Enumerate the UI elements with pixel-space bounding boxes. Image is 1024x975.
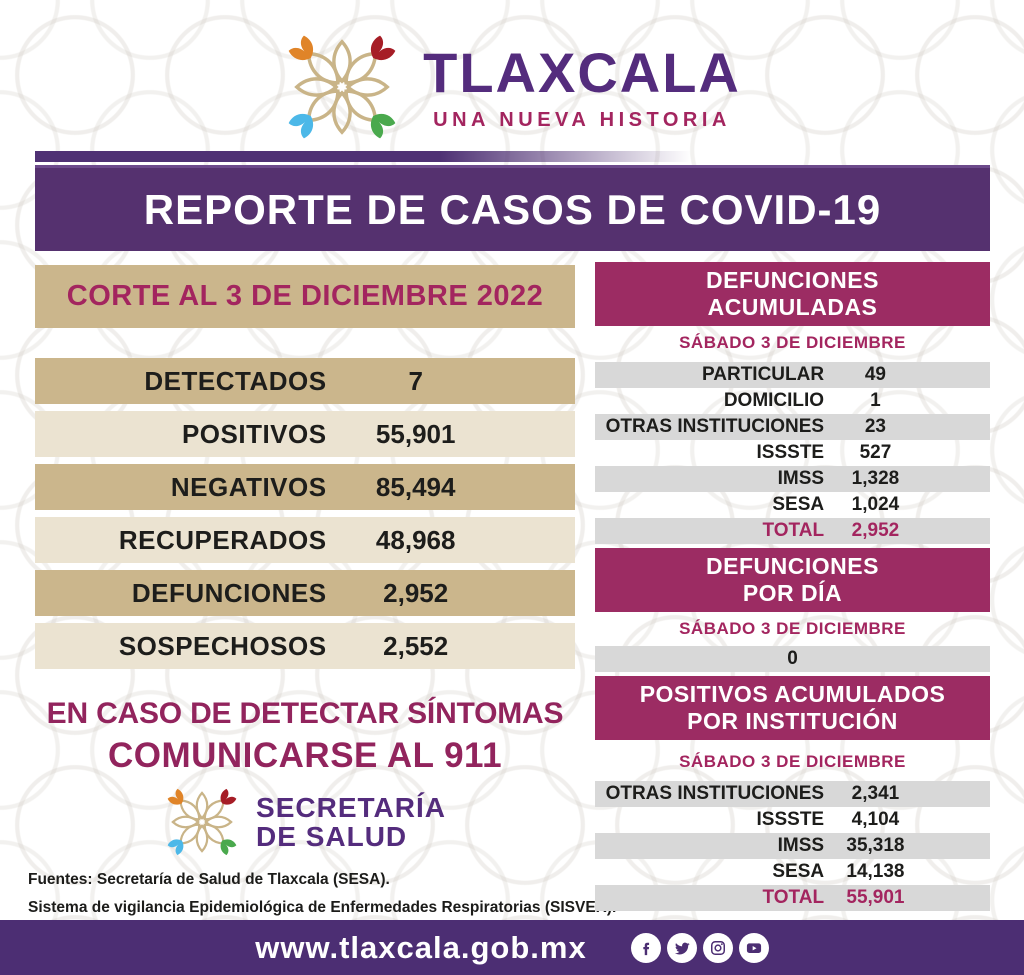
- header: TLAXCALA UNA NUEVA HISTORIA: [0, 28, 1024, 146]
- stat-label: RECUPERADOS: [118, 524, 327, 555]
- salud-flower-icon: [167, 788, 237, 856]
- table-total-row: TOTAL 55,901: [595, 885, 990, 911]
- section-header-positives-by-institution: POSITIVOS ACUMULADOS POR INSTITUCIÓN: [595, 676, 990, 740]
- table-row: SESA 14,138: [595, 859, 990, 885]
- health-dept-line1: SECRETARÍA: [256, 791, 446, 823]
- stat-label: DETECTADOS: [144, 365, 327, 396]
- total-label: TOTAL: [762, 520, 825, 541]
- row-label: ISSSTE: [756, 809, 825, 830]
- youtube-icon[interactable]: [738, 932, 769, 963]
- stat-label: POSITIVOS: [181, 418, 327, 449]
- section-date: SÁBADO 3 DE DICIEMBRE: [679, 752, 906, 771]
- row-label: ISSSTE: [756, 442, 825, 463]
- social-icons: [630, 932, 769, 963]
- row-value: 4,104: [851, 809, 900, 830]
- sources-line2: Sistema de vigilancia Epidemiológica de …: [28, 898, 617, 916]
- section-title-line2: POR INSTITUCIÓN: [687, 708, 898, 734]
- row-value: 35,318: [846, 835, 905, 856]
- row-value: 527: [859, 442, 892, 463]
- stat-row-defunciones: DEFUNCIONES 2,952: [35, 570, 575, 616]
- health-dept-line2: DE SALUD: [256, 821, 408, 852]
- symptoms-notice-line1: EN CASO DE DETECTAR SÍNTOMAS: [46, 697, 564, 730]
- row-value: 2,341: [851, 783, 900, 804]
- table-row: IMSS 35,318: [595, 833, 990, 859]
- stat-label: SOSPECHOSOS: [118, 630, 327, 661]
- website-url[interactable]: www.tlaxcala.gob.mx: [255, 929, 587, 965]
- cutoff-date-banner: CORTE AL 3 DE DICIEMBRE 2022: [35, 265, 575, 328]
- section-title-line1: POSITIVOS ACUMULADOS: [639, 680, 946, 707]
- stat-value: 48,968: [375, 524, 456, 555]
- total-label: TOTAL: [762, 887, 825, 908]
- report-title-banner: REPORTE DE CASOS DE COVID-19: [35, 165, 990, 251]
- row-label: IMSS: [777, 835, 825, 856]
- section-header-deaths-accumulated: DEFUNCIONES ACUMULADAS: [595, 262, 990, 326]
- sources-note: Fuentes: Secretaría de Salud de Tlaxcala…: [28, 866, 628, 922]
- stat-value: 2,952: [383, 577, 449, 608]
- section-date: SÁBADO 3 DE DICIEMBRE: [679, 333, 906, 352]
- section-title-line1: DEFUNCIONES: [706, 552, 879, 579]
- section-title-line2: ACUMULADAS: [707, 294, 878, 320]
- report-title: REPORTE DE CASOS DE COVID-19: [143, 185, 882, 233]
- stat-row-sospechosos: SOSPECHOSOS 2,552: [35, 623, 575, 669]
- row-label: DOMICILIO: [723, 390, 825, 411]
- row-label: IMSS: [777, 468, 825, 489]
- stat-value: 7: [408, 365, 423, 396]
- facebook-icon[interactable]: [630, 932, 661, 963]
- footer-bar: www.tlaxcala.gob.mx: [0, 920, 1024, 975]
- row-value: 1: [870, 390, 881, 411]
- section-title-line1: DEFUNCIONES: [706, 266, 879, 293]
- divider-bar: [35, 151, 1000, 162]
- row-value: 23: [864, 416, 886, 437]
- table-row: IMSS 1,328: [595, 466, 990, 492]
- row-label: SESA: [772, 494, 825, 515]
- brand-name: TLAXCALA: [423, 40, 741, 104]
- stat-label: NEGATIVOS: [170, 471, 327, 502]
- table-row: OTRAS INSTITUCIONES 2,341: [595, 781, 990, 807]
- stat-row-negativos: NEGATIVOS 85,494: [35, 464, 575, 510]
- table-row: OTRAS INSTITUCIONES 23: [595, 414, 990, 440]
- table-row: ISSSTE 4,104: [595, 807, 990, 833]
- row-label: SESA: [772, 861, 825, 882]
- sources-line1: Fuentes: Secretaría de Salud de Tlaxcala…: [28, 871, 390, 888]
- row-value: 49: [864, 364, 886, 385]
- row-label: PARTICULAR: [702, 364, 825, 385]
- stat-value: 55,901: [375, 418, 456, 449]
- table-row: PARTICULAR 49: [595, 362, 990, 388]
- stat-row-detectados: DETECTADOS 7: [35, 358, 575, 404]
- section-date: SÁBADO 3 DE DICIEMBRE: [679, 619, 906, 638]
- row-value: 14,138: [846, 861, 905, 882]
- table-total-row: TOTAL 2,952: [595, 518, 990, 544]
- section-header-deaths-per-day: DEFUNCIONES POR DÍA: [595, 548, 990, 612]
- row-label: OTRAS INSTITUCIONES: [605, 783, 825, 804]
- cutoff-date-text: CORTE AL 3 DE DICIEMBRE 2022: [66, 280, 544, 312]
- stat-value: 85,494: [375, 471, 456, 502]
- stat-row-positivos: POSITIVOS 55,901: [35, 411, 575, 457]
- section-title-line2: POR DÍA: [742, 580, 843, 606]
- symptoms-notice-line2: COMUNICARSE AL 911: [107, 736, 503, 775]
- twitter-icon[interactable]: [666, 932, 697, 963]
- table-row: DOMICILIO 1: [595, 388, 990, 414]
- deaths-per-day-value: 0: [787, 648, 798, 669]
- row-label: OTRAS INSTITUCIONES: [605, 416, 825, 437]
- stat-row-recuperados: RECUPERADOS 48,968: [35, 517, 575, 563]
- brand-tagline: UNA NUEVA HISTORIA: [433, 108, 731, 131]
- total-value: 55,901: [846, 887, 905, 908]
- tlaxcala-flower-logo: [288, 35, 396, 139]
- total-value: 2,952: [851, 520, 900, 541]
- row-value: 1,024: [851, 494, 900, 515]
- table-row: SESA 1,024: [595, 492, 990, 518]
- health-department-logo: SECRETARÍA DE SALUD: [35, 784, 575, 860]
- instagram-icon[interactable]: [702, 932, 733, 963]
- deaths-per-day-row: 0: [595, 646, 990, 672]
- row-value: 1,328: [851, 468, 900, 489]
- stat-value: 2,552: [383, 630, 449, 661]
- table-row: ISSSTE 527: [595, 440, 990, 466]
- stat-label: DEFUNCIONES: [131, 577, 327, 608]
